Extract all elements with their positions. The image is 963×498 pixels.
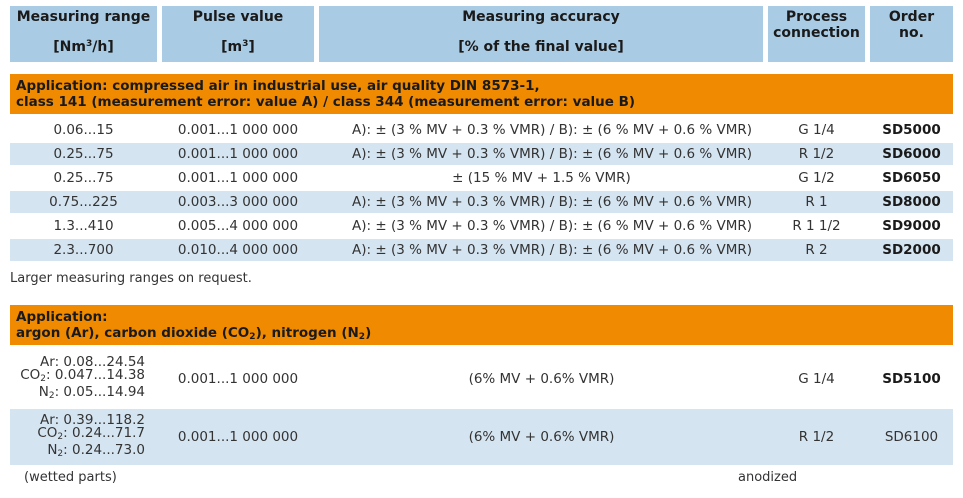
gas-range-co2: CO2: 0.24...71.7	[37, 424, 145, 442]
pulse-cell: 0.005...4 000 000	[177, 218, 299, 234]
table-row: 0.25...75 0.001...1 000 000 A): ± (3 % M…	[10, 143, 953, 165]
accuracy-cell: A): ± (3 % MV + 0.3 % VMR) / B): ± (6 % …	[352, 194, 752, 210]
larger-ranges-note: Larger measuring ranges on request.	[10, 271, 252, 286]
gas-range-co2: CO2: 0.047...14.38	[20, 366, 145, 384]
header-pulse-value-unit: [m3]	[221, 39, 255, 55]
accuracy-cell: A): ± (3 % MV + 0.3 % VMR) / B): ± (6 % …	[352, 242, 752, 258]
connection-cell: R 1	[805, 194, 828, 210]
range-cell: 0.75...225	[49, 194, 118, 210]
gas-range-ar: Ar: 0.39...118.2	[40, 411, 145, 428]
pulse-cell: 0.010...4 000 000	[177, 242, 299, 258]
connection-cell: R 1 1/2	[792, 218, 841, 234]
range-cell: 0.25...75	[53, 146, 114, 162]
order-cell: SD8000	[882, 194, 941, 210]
accuracy-cell: ± (15 % MV + 1.5 % VMR)	[452, 170, 631, 186]
header-process-connection-label: Process connection	[773, 9, 860, 41]
pulse-cell: 0.001...1 000 000	[177, 170, 299, 186]
header-measuring-range: Measuring range [Nm3/h]	[10, 6, 157, 62]
range-cell: 2.3...700	[53, 242, 114, 258]
table-row: 0.06...15 0.001...1 000 000 A): ± (3 % M…	[10, 119, 953, 141]
connection-cell: R 2	[805, 242, 828, 258]
header-order-no-label: Order no.	[888, 9, 935, 41]
header-measuring-accuracy-unit: [% of the final value]	[458, 39, 624, 55]
accuracy-cell: A): ± (3 % MV + 0.3 % VMR) / B): ± (6 % …	[352, 122, 752, 138]
table-row: 0.75...225 0.003...3 000 000 A): ± (3 % …	[10, 191, 953, 213]
header-pulse-value-label: Pulse value	[192, 9, 284, 25]
connection-cell: R 1/2	[798, 146, 835, 162]
gas-range-n2: N2: 0.05...14.94	[38, 383, 145, 401]
footer-wetted-parts: (wetted parts)	[24, 470, 117, 485]
order-cell: SD6000	[882, 146, 941, 162]
table-row: Ar: 0.08...24.54 CO2: 0.047...14.38 N2: …	[10, 351, 953, 407]
table-row: 2.3...700 0.010...4 000 000 A): ± (3 % M…	[10, 239, 953, 261]
range-cell: 0.06...15	[53, 122, 114, 138]
accuracy-cell: A): ± (3 % MV + 0.3 % VMR) / B): ± (6 % …	[352, 146, 752, 162]
section2-title-line2: argon (Ar), carbon dioxide (CO2), nitrog…	[16, 325, 372, 342]
order-cell: SD2000	[882, 242, 941, 258]
header-measuring-range-unit: [Nm3/h]	[53, 39, 114, 55]
order-cell: SD6050	[882, 170, 941, 186]
pulse-cell: 0.001...1 000 000	[177, 371, 299, 387]
header-measuring-accuracy-label: Measuring accuracy	[462, 9, 620, 25]
section1-title-line1: Application: compressed air in industria…	[16, 78, 540, 94]
order-cell: SD6100	[884, 429, 939, 445]
order-cell: SD5000	[882, 122, 941, 138]
connection-cell: R 1/2	[798, 429, 835, 445]
table-row: Ar: 0.39...118.2 CO2: 0.24...71.7 N2: 0.…	[10, 409, 953, 465]
table-row: 0.25...75 0.001...1 000 000 ± (15 % MV +…	[10, 167, 953, 189]
order-cell: SD9000	[882, 218, 941, 234]
gas-range-n2: N2: 0.24...73.0	[47, 441, 145, 459]
pulse-cell: 0.003...3 000 000	[177, 194, 299, 210]
gas-range-cell: Ar: 0.39...118.2 CO2: 0.24...71.7 N2: 0.…	[10, 409, 157, 465]
table-row: 1.3...410 0.005...4 000 000 A): ± (3 % M…	[10, 215, 953, 237]
range-cell: 1.3...410	[53, 218, 114, 234]
header-order-no: Order no.	[870, 6, 953, 62]
accuracy-cell: (6% MV + 0.6% VMR)	[468, 429, 615, 445]
section2-title: Application: argon (Ar), carbon dioxide …	[10, 305, 953, 345]
order-cell: SD5100	[882, 371, 941, 387]
section2-title-line1: Application:	[16, 309, 108, 325]
header-pulse-value: Pulse value [m3]	[162, 6, 314, 62]
accuracy-cell: A): ± (3 % MV + 0.3 % VMR) / B): ± (6 % …	[352, 218, 752, 234]
connection-cell: G 1/4	[798, 371, 835, 387]
pulse-cell: 0.001...1 000 000	[177, 122, 299, 138]
gas-range-ar: Ar: 0.08...24.54	[40, 353, 145, 370]
section1-title: Application: compressed air in industria…	[10, 74, 953, 114]
connection-cell: G 1/4	[798, 122, 835, 138]
header-process-connection: Process connection	[768, 6, 865, 62]
connection-cell: G 1/2	[798, 170, 835, 186]
pulse-cell: 0.001...1 000 000	[177, 146, 299, 162]
gas-range-cell: Ar: 0.08...24.54 CO2: 0.047...14.38 N2: …	[10, 351, 157, 407]
footer-anodized: anodized	[738, 470, 798, 485]
header-measuring-range-label: Measuring range	[16, 9, 151, 25]
accuracy-cell: (6% MV + 0.6% VMR)	[468, 371, 615, 387]
range-cell: 0.25...75	[53, 170, 114, 186]
header-measuring-accuracy: Measuring accuracy [% of the final value…	[319, 6, 763, 62]
pulse-cell: 0.001...1 000 000	[177, 429, 299, 445]
section1-title-line2: class 141 (measurement error: value A) /…	[16, 94, 636, 110]
